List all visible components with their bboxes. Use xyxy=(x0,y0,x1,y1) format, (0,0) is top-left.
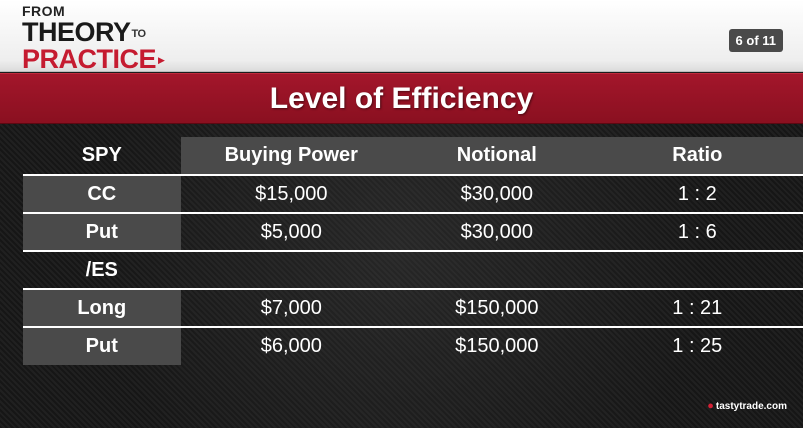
logo-to: TO xyxy=(131,28,147,40)
brand-watermark: ● tastytrade.com xyxy=(707,400,787,412)
ratio-cell xyxy=(591,251,803,290)
play-triangle-icon: ▶ xyxy=(158,55,165,65)
table-row: Put $5,000 $30,000 1 : 6 xyxy=(23,213,803,252)
buying-power-cell: $15,000 xyxy=(180,175,402,214)
ratio-cell: 1 : 2 xyxy=(591,175,803,214)
table-header-row: SPY Buying Power Notional Ratio xyxy=(23,137,803,176)
efficiency-table: SPY Buying Power Notional Ratio CC $15,0… xyxy=(23,137,803,365)
slide-body: SPY Buying Power Notional Ratio CC $15,0… xyxy=(0,124,803,428)
notional-cell: $30,000 xyxy=(402,175,592,214)
header-cell-buying-power: Buying Power xyxy=(180,137,402,176)
header-cell-symbol: SPY xyxy=(23,137,181,176)
ratio-cell: 1 : 21 xyxy=(591,289,803,328)
row-label: Put xyxy=(23,327,181,365)
notional-cell: $150,000 xyxy=(455,335,539,357)
show-logo: FROM THEORYTO PRACTICE ▶ xyxy=(22,3,165,74)
buying-power-cell xyxy=(180,251,402,290)
cherry-icon: ● xyxy=(707,400,714,412)
brand-text: tastytrade.com xyxy=(715,401,787,412)
notional-cell xyxy=(402,251,592,290)
table-row: Long $7,000 $150,000 1 : 21 xyxy=(23,289,803,328)
row-label: Long xyxy=(23,289,181,328)
notional-cell: $150,000 xyxy=(402,289,592,328)
header-cell-notional: Notional xyxy=(402,137,592,176)
table-row: CC $15,000 $30,000 1 : 2 xyxy=(23,175,803,214)
buying-power-cell: $7,000 xyxy=(180,289,402,328)
buying-power-cell: $6,000 xyxy=(260,335,322,357)
header-cell-ratio: Ratio xyxy=(591,137,803,176)
ratio-cell: 1 : 25 xyxy=(672,335,723,357)
logo-practice: PRACTICE xyxy=(22,44,157,74)
notional-cell: $30,000 xyxy=(402,213,592,252)
logo-practice-line: PRACTICE ▶ xyxy=(22,44,165,74)
section-label: /ES xyxy=(23,251,181,290)
table-section-row: /ES xyxy=(23,251,803,290)
logo-theory-line: THEORYTO xyxy=(22,19,164,47)
table-row: Put $6,000 $150,000 1 : 25 xyxy=(23,327,803,365)
title-band: Level of Efficiency xyxy=(0,73,803,124)
row-label: Put xyxy=(23,213,181,252)
slide-title: Level of Efficiency xyxy=(269,82,534,115)
row-label: CC xyxy=(23,175,181,214)
logo-from: FROM xyxy=(22,3,66,19)
buying-power-cell: $5,000 xyxy=(180,213,402,252)
logo-theory: THEORY xyxy=(22,17,131,47)
ratio-cell: 1 : 6 xyxy=(591,213,803,252)
page-counter: 6 of 11 xyxy=(728,29,783,52)
header-bar: FROM THEORYTO PRACTICE ▶ 6 of 11 xyxy=(0,0,803,74)
